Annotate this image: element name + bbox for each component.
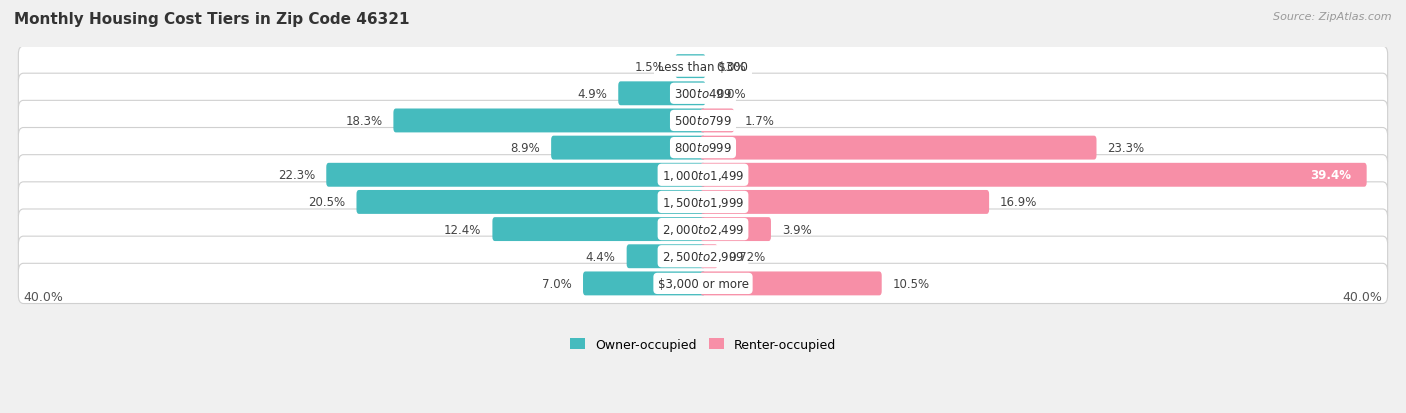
- FancyBboxPatch shape: [18, 74, 1388, 114]
- FancyBboxPatch shape: [492, 218, 706, 242]
- FancyBboxPatch shape: [18, 47, 1388, 87]
- FancyBboxPatch shape: [394, 109, 706, 133]
- Text: 7.0%: 7.0%: [543, 277, 572, 290]
- Text: 20.5%: 20.5%: [308, 196, 346, 209]
- FancyBboxPatch shape: [700, 272, 882, 296]
- FancyBboxPatch shape: [619, 82, 706, 106]
- FancyBboxPatch shape: [700, 164, 1367, 187]
- Text: 16.9%: 16.9%: [1000, 196, 1038, 209]
- Text: 12.4%: 12.4%: [444, 223, 481, 236]
- Text: 1.7%: 1.7%: [745, 115, 775, 128]
- FancyBboxPatch shape: [700, 136, 1097, 160]
- FancyBboxPatch shape: [18, 101, 1388, 141]
- Text: 0.72%: 0.72%: [728, 250, 766, 263]
- FancyBboxPatch shape: [700, 218, 770, 242]
- Text: 40.0%: 40.0%: [24, 290, 63, 303]
- Text: 4.9%: 4.9%: [578, 88, 607, 100]
- FancyBboxPatch shape: [18, 263, 1388, 304]
- Text: $2,000 to $2,499: $2,000 to $2,499: [662, 223, 744, 237]
- Text: Less than $300: Less than $300: [658, 60, 748, 74]
- FancyBboxPatch shape: [551, 136, 706, 160]
- FancyBboxPatch shape: [18, 128, 1388, 169]
- FancyBboxPatch shape: [700, 245, 717, 268]
- FancyBboxPatch shape: [700, 109, 734, 133]
- FancyBboxPatch shape: [583, 272, 706, 296]
- Text: $300 to $499: $300 to $499: [673, 88, 733, 100]
- Text: 10.5%: 10.5%: [893, 277, 929, 290]
- FancyBboxPatch shape: [675, 55, 706, 79]
- Text: Source: ZipAtlas.com: Source: ZipAtlas.com: [1274, 12, 1392, 22]
- Text: $3,000 or more: $3,000 or more: [658, 277, 748, 290]
- Text: 23.3%: 23.3%: [1108, 142, 1144, 155]
- FancyBboxPatch shape: [700, 190, 988, 214]
- Text: 0.0%: 0.0%: [717, 60, 747, 74]
- Text: 3.9%: 3.9%: [782, 223, 811, 236]
- Text: Monthly Housing Cost Tiers in Zip Code 46321: Monthly Housing Cost Tiers in Zip Code 4…: [14, 12, 409, 27]
- Text: 8.9%: 8.9%: [510, 142, 540, 155]
- Legend: Owner-occupied, Renter-occupied: Owner-occupied, Renter-occupied: [565, 333, 841, 356]
- Text: $1,500 to $1,999: $1,500 to $1,999: [662, 195, 744, 209]
- Text: $500 to $799: $500 to $799: [673, 115, 733, 128]
- FancyBboxPatch shape: [18, 155, 1388, 195]
- Text: $2,500 to $2,999: $2,500 to $2,999: [662, 249, 744, 263]
- Text: 1.5%: 1.5%: [634, 60, 665, 74]
- FancyBboxPatch shape: [18, 237, 1388, 277]
- Text: 40.0%: 40.0%: [1343, 290, 1382, 303]
- Text: $1,000 to $1,499: $1,000 to $1,499: [662, 169, 744, 182]
- Text: 39.4%: 39.4%: [1310, 169, 1351, 182]
- Text: 22.3%: 22.3%: [278, 169, 315, 182]
- FancyBboxPatch shape: [18, 183, 1388, 223]
- Text: 0.0%: 0.0%: [717, 88, 747, 100]
- Text: $800 to $999: $800 to $999: [673, 142, 733, 155]
- FancyBboxPatch shape: [627, 245, 706, 268]
- FancyBboxPatch shape: [326, 164, 706, 187]
- FancyBboxPatch shape: [18, 209, 1388, 249]
- Text: 4.4%: 4.4%: [586, 250, 616, 263]
- Text: 18.3%: 18.3%: [346, 115, 382, 128]
- FancyBboxPatch shape: [357, 190, 706, 214]
